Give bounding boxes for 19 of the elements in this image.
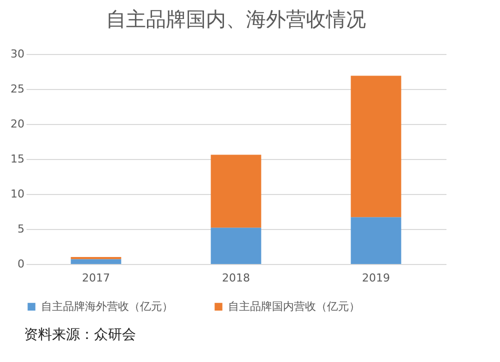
bar	[210, 228, 262, 264]
y-tick-label: 30	[10, 48, 24, 60]
y-tick-label: 5	[18, 222, 24, 236]
legend-label: 自主品牌海外营收（亿元）	[41, 300, 173, 313]
y-tick-label: 10	[10, 188, 24, 200]
bar	[210, 154, 262, 228]
y-tick-label: 20	[10, 118, 24, 130]
x-tick-label: 2017	[82, 272, 110, 284]
legend-label: 自主品牌国内营收（亿元）	[228, 300, 360, 313]
y-tick-label: 15	[10, 152, 24, 166]
y-tick-label: 25	[10, 82, 24, 96]
bar	[350, 76, 402, 218]
chart-title: 自主品牌国内、海外营收情况	[106, 7, 366, 31]
bar	[350, 217, 402, 264]
x-tick-label: 2018	[222, 272, 250, 284]
x-tick-label: 2019	[362, 272, 390, 284]
y-tick-label: 0	[18, 258, 24, 270]
text: 资料来源：众研会	[24, 326, 136, 344]
bar	[70, 259, 122, 264]
